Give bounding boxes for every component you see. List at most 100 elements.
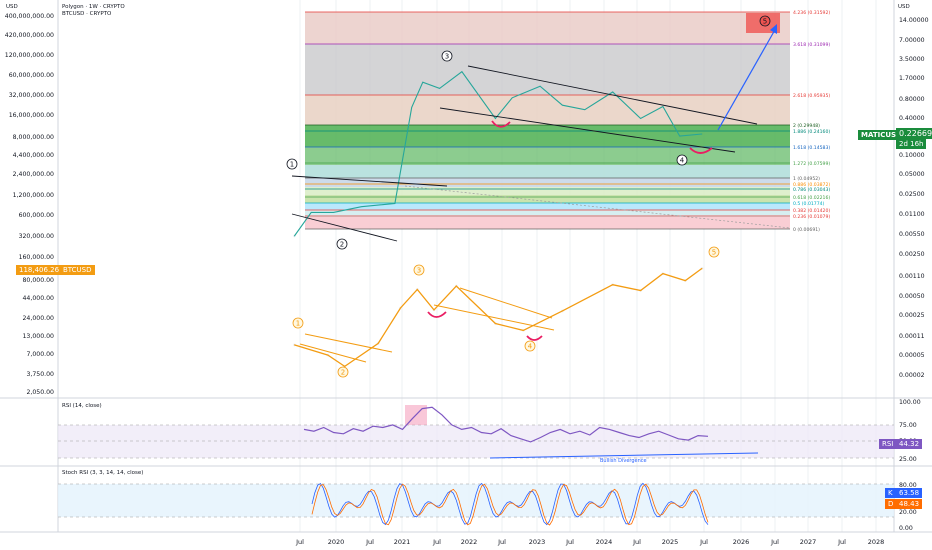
left-axis-tick: 60,000,000.00 <box>9 72 54 79</box>
wave-label-btc: 3 <box>417 267 421 275</box>
x-axis-tick: 2023 <box>529 538 546 546</box>
right-axis-tick: 0.00050 <box>899 293 925 300</box>
right-axis-tick: 0.00110 <box>899 273 925 280</box>
btc-channel-upper-2[interactable] <box>459 287 553 319</box>
x-axis-tick: 2021 <box>394 538 411 546</box>
left-axis-tick: 13,000.00 <box>23 333 55 340</box>
projection-arrow[interactable] <box>717 27 777 131</box>
stoch-d-line <box>311 483 709 526</box>
left-axis-tick: 80,000.00 <box>23 277 55 284</box>
btc-bottom-curve-2022 <box>427 311 447 318</box>
right-axis-tick: 0.00550 <box>899 231 925 238</box>
wave-label-matic: 3 <box>445 53 449 61</box>
stoch-d-name-tag: D <box>885 499 897 509</box>
rsi-axis-tick: 75.00 <box>899 422 917 429</box>
divergence-line[interactable] <box>489 452 759 459</box>
x-axis-tick: 2025 <box>662 538 679 546</box>
left-axis-tick: 160,000.00 <box>19 254 54 261</box>
fib-label: 0.382 (0.01420) <box>793 208 830 214</box>
rsi-band <box>58 425 894 458</box>
fib-label: 0.5 (0.01774) <box>793 201 825 207</box>
left-axis-tick: 24,000.00 <box>23 315 55 322</box>
right-axis-tick: 0.00002 <box>899 372 925 379</box>
left-axis-tick: 2,400,000.00 <box>13 171 54 178</box>
trendline-upper-wave2[interactable] <box>291 175 448 187</box>
x-axis-tick: Jul <box>837 538 846 546</box>
bottom-curve-2022 <box>491 120 511 128</box>
matic-price-line <box>293 70 703 237</box>
fib-label: 3.618 (0.31099) <box>793 42 830 48</box>
wave-label-matic: 4 <box>680 157 685 165</box>
rsi-axis-tick: 100.00 <box>899 399 921 406</box>
x-axis-tick: Jul <box>699 538 708 546</box>
x-axis-tick: Jul <box>565 538 574 546</box>
x-axis-tick: 2028 <box>868 538 885 546</box>
wave-marker-matic <box>286 158 298 170</box>
fib-label: 0.618 (0.02216) <box>793 195 830 201</box>
wave-marker-btc <box>292 317 304 329</box>
x-axis-tick: 2020 <box>328 538 345 546</box>
chart-title: Polygon · 1W · CRYPTO <box>62 4 125 10</box>
rsi-value-tag: 44.32 <box>896 439 923 449</box>
symbol-name-tag: MATICUSD <box>858 130 905 140</box>
wave-label-btc: 2 <box>341 369 345 377</box>
left-axis-tick: 8,000,000.00 <box>13 134 54 141</box>
left-axis-tick: 2,050.00 <box>26 389 54 396</box>
right-axis-tick: 0.00011 <box>899 333 925 340</box>
left-axis-tick: 3,750.00 <box>26 371 54 378</box>
left-axis-tick: 16,000,000.00 <box>9 112 54 119</box>
right-axis-tick: 7.00000 <box>899 37 925 44</box>
right-axis-tick: 0.00250 <box>899 251 925 258</box>
fib-label: 1 (0.04952) <box>793 176 820 182</box>
x-axis-tick: 2027 <box>800 538 817 546</box>
symbol-countdown-tag: 2d 16h <box>896 139 927 149</box>
bottom-curve-2025 <box>689 147 713 154</box>
fib-label: 0.786 (0.03043) <box>793 187 830 193</box>
btc-price-line <box>294 267 703 368</box>
wave-marker-matic <box>441 50 453 62</box>
btc-channel-upper[interactable] <box>304 333 393 353</box>
x-axis-tick: Jul <box>770 538 779 546</box>
right-axis-tick: 0.00025 <box>899 312 925 319</box>
wave-label-matic: 2 <box>340 241 344 249</box>
stoch-k-line <box>311 482 709 526</box>
fib-label: 0.886 (0.03872) <box>793 182 830 188</box>
trendline-lower-wave2[interactable] <box>291 213 398 242</box>
fib-label: 2.618 (0.95935) <box>793 93 830 99</box>
rsi-name-tag: RSI <box>879 439 897 449</box>
right-axis-tick: 0.05000 <box>899 171 925 178</box>
trendline-dashed <box>404 185 791 229</box>
left-axis-tick: 400,000,000.00 <box>5 13 54 20</box>
fib-label: 1.272 (0.07599) <box>793 161 830 167</box>
right-axis-tick: 14.00000 <box>899 17 929 24</box>
fib-label: 1.886 (0.24160) <box>793 129 830 135</box>
stoch-d-value-tag: 48.43 <box>896 499 923 509</box>
fib-label: 4.236 (0.31592) <box>793 10 830 16</box>
stoch-title: Stoch RSI (3, 3, 14, 14, close) <box>62 470 144 476</box>
fib-label: 1.618 (0.14583) <box>793 145 830 151</box>
wave-marker-btc <box>413 264 425 276</box>
trendline-upper-wave4[interactable] <box>467 65 758 125</box>
left-axis-tick: 600,000.00 <box>19 212 54 219</box>
wave-marker-btc <box>337 366 349 378</box>
wave-label-btc: 1 <box>296 320 300 328</box>
right-axis-tick: 0.40000 <box>899 115 925 122</box>
right-axis-tick: 0.10000 <box>899 152 925 159</box>
trendline-lower-wave4[interactable] <box>439 107 736 153</box>
x-axis-tick: Jul <box>365 538 374 546</box>
btc-name-tag: BTCUSD <box>60 265 95 275</box>
x-axis-tick: 2026 <box>733 538 750 546</box>
wave-label-btc: 4 <box>528 343 533 351</box>
right-axis-tick: 3.50000 <box>899 56 925 63</box>
right-axis-tick: 1.70000 <box>899 75 925 82</box>
x-axis-tick: Jul <box>295 538 304 546</box>
rsi-axis-tick: 25.00 <box>899 456 917 463</box>
btc-channel-lower-2[interactable] <box>433 304 555 331</box>
stoch-k-name-tag: K <box>885 488 896 498</box>
currency-label-right: USD <box>898 4 910 10</box>
btc-channel-lower[interactable] <box>299 343 367 363</box>
left-axis-tick: 320,000.00 <box>19 233 54 240</box>
stoch-band <box>58 484 894 517</box>
left-axis-tick: 7,000.00 <box>26 351 54 358</box>
